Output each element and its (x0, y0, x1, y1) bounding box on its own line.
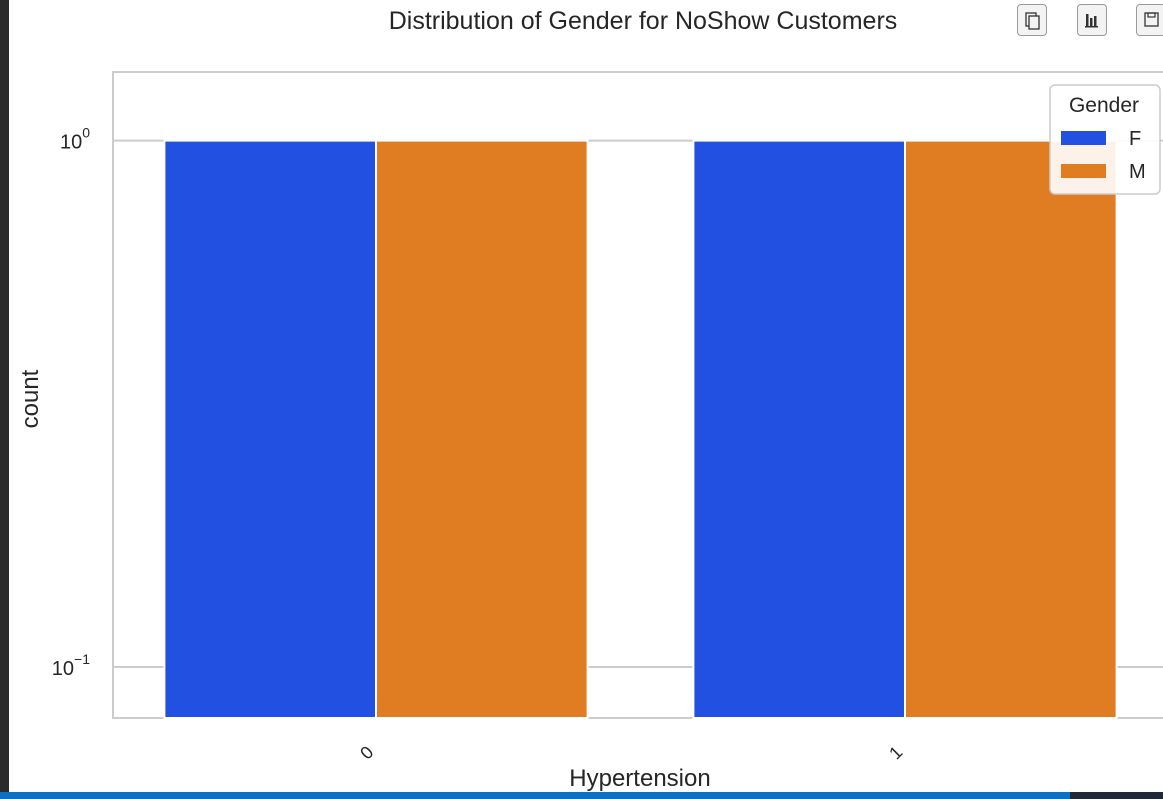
bars (163, 139, 1118, 719)
legend-swatch-F (1061, 131, 1106, 145)
bar-chart-icon (1085, 14, 1098, 28)
copy-button[interactable] (1017, 4, 1047, 36)
save-icon (1144, 12, 1159, 27)
plot-area (112, 71, 1163, 719)
left-window-edge (0, 0, 9, 799)
bar-F-1 (692, 139, 907, 719)
legend-label-M: M (1129, 161, 1146, 183)
status-bar (0, 792, 1070, 799)
x-axis-label: Hypertension (569, 765, 710, 792)
legend-title: Gender (1069, 94, 1139, 117)
chart-title: Distribution of Gender for NoShow Custom… (389, 7, 898, 35)
status-bar-end (1070, 792, 1163, 799)
bar-F-0 (163, 139, 377, 719)
y-tick-label: 100 (60, 125, 90, 154)
chart-button[interactable] (1077, 4, 1107, 36)
y-tick-base: 10 (60, 132, 82, 154)
legend: Gender FM (1049, 84, 1161, 195)
bar-M-0 (375, 139, 589, 719)
x-tick-label: 0 (356, 742, 377, 763)
copy-icon (1025, 12, 1040, 30)
x-tick-label: 1 (885, 742, 906, 763)
y-tick-base: 10 (52, 658, 74, 680)
save-button[interactable] (1136, 4, 1163, 36)
y-tick-labels: 10−1100101 (52, 125, 90, 680)
y-tick-label: 10−1 (52, 651, 90, 680)
y-tick-exponent: −1 (74, 651, 90, 667)
y-axis-label: count (17, 369, 44, 428)
bar-M-1 (904, 139, 1118, 719)
y-tick-exponent: 0 (82, 125, 90, 141)
legend-label-F: F (1129, 128, 1141, 150)
legend-swatch-M (1061, 164, 1106, 178)
